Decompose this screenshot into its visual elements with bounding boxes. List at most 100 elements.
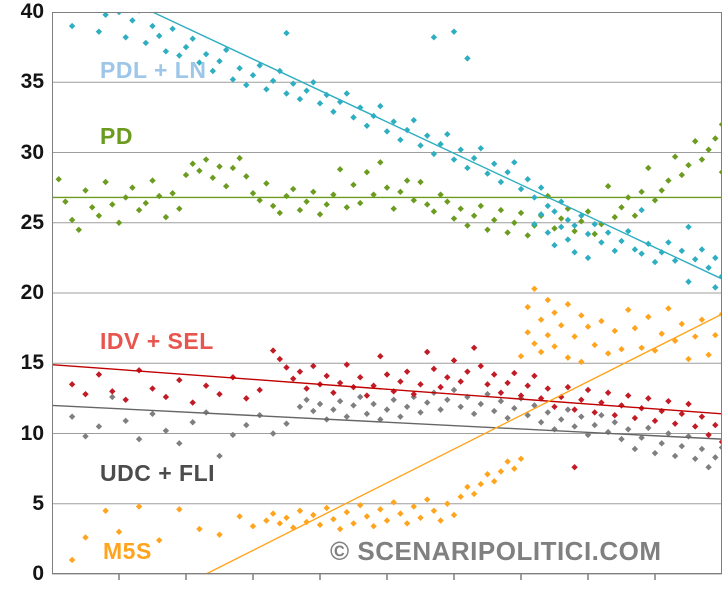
data-point bbox=[604, 428, 612, 436]
data-point bbox=[551, 225, 558, 232]
data-point bbox=[95, 212, 103, 219]
data-point bbox=[470, 490, 478, 498]
data-point bbox=[591, 220, 598, 228]
data-point bbox=[370, 191, 377, 198]
data-point bbox=[665, 430, 672, 437]
data-point bbox=[162, 393, 170, 401]
data-point bbox=[477, 480, 484, 488]
data-point bbox=[417, 409, 424, 416]
data-point bbox=[424, 399, 431, 406]
data-point bbox=[330, 406, 337, 413]
data-point bbox=[109, 201, 116, 208]
data-point bbox=[115, 219, 123, 226]
data-point bbox=[296, 403, 304, 411]
data-point bbox=[591, 421, 598, 429]
data-point bbox=[189, 399, 196, 406]
data-point bbox=[450, 511, 458, 519]
data-point bbox=[558, 223, 565, 231]
data-point bbox=[269, 77, 277, 85]
data-point bbox=[571, 464, 578, 471]
data-point bbox=[477, 400, 484, 408]
data-point bbox=[712, 254, 719, 262]
data-point bbox=[685, 400, 692, 408]
data-point bbox=[290, 80, 297, 87]
data-point bbox=[491, 407, 498, 415]
data-point bbox=[665, 397, 672, 405]
data-point bbox=[370, 523, 377, 530]
data-point bbox=[537, 348, 545, 356]
data-point bbox=[437, 406, 444, 413]
data-point bbox=[618, 204, 625, 211]
data-point bbox=[504, 414, 511, 422]
data-point bbox=[383, 184, 391, 191]
data-point bbox=[631, 324, 639, 332]
data-point bbox=[692, 256, 699, 263]
data-point bbox=[544, 296, 551, 304]
data-point bbox=[531, 402, 538, 409]
data-point bbox=[95, 371, 103, 378]
data-point bbox=[336, 525, 344, 533]
data-point bbox=[424, 348, 431, 356]
data-point bbox=[303, 198, 310, 205]
data-point bbox=[403, 520, 411, 527]
data-point bbox=[62, 198, 69, 205]
data-point bbox=[68, 216, 76, 224]
data-point bbox=[611, 213, 618, 221]
data-point bbox=[692, 423, 699, 430]
data-point bbox=[263, 517, 270, 524]
data-point bbox=[169, 25, 176, 33]
data-point bbox=[712, 421, 719, 429]
data-point bbox=[712, 284, 719, 291]
data-point bbox=[68, 556, 76, 564]
data-point bbox=[383, 371, 391, 378]
trend-line bbox=[52, 404, 722, 440]
data-point bbox=[685, 433, 692, 440]
data-point bbox=[457, 378, 464, 385]
data-point bbox=[638, 250, 645, 257]
data-point bbox=[544, 202, 551, 210]
data-point bbox=[625, 392, 632, 399]
data-point bbox=[202, 156, 210, 163]
data-point bbox=[551, 309, 558, 316]
data-point bbox=[430, 507, 438, 514]
data-point bbox=[243, 81, 250, 89]
data-point bbox=[692, 333, 699, 340]
data-point bbox=[403, 403, 411, 411]
data-point bbox=[517, 392, 525, 399]
data-point bbox=[524, 329, 531, 336]
data-point bbox=[296, 507, 304, 514]
data-point bbox=[705, 264, 712, 271]
data-point bbox=[410, 503, 417, 510]
data-point bbox=[625, 426, 632, 433]
data-point bbox=[162, 427, 170, 434]
data-point bbox=[296, 368, 304, 375]
data-point bbox=[464, 164, 471, 172]
series-label-idv-sel: IDV + SEL bbox=[100, 328, 214, 354]
data-point bbox=[450, 215, 458, 222]
data-point bbox=[276, 520, 283, 527]
data-point bbox=[390, 118, 397, 125]
data-point bbox=[591, 409, 598, 416]
data-point bbox=[604, 229, 612, 236]
data-point bbox=[524, 382, 531, 389]
data-point bbox=[470, 212, 478, 219]
data-point bbox=[410, 390, 417, 398]
data-point bbox=[176, 205, 183, 212]
data-point bbox=[517, 353, 525, 360]
data-point bbox=[457, 493, 464, 500]
data-point bbox=[343, 508, 350, 516]
data-point bbox=[363, 122, 371, 130]
data-point bbox=[430, 208, 438, 215]
data-point bbox=[243, 421, 250, 429]
y-axis-label: 40 bbox=[20, 0, 44, 23]
data-point bbox=[564, 406, 572, 413]
data-point bbox=[450, 28, 458, 35]
data-point bbox=[571, 423, 578, 430]
data-point bbox=[243, 395, 250, 402]
y-axis-label: 5 bbox=[32, 491, 44, 515]
data-point bbox=[283, 192, 290, 200]
data-point bbox=[645, 164, 652, 172]
data-point bbox=[115, 528, 123, 536]
data-point bbox=[149, 410, 156, 418]
data-point bbox=[578, 413, 585, 420]
